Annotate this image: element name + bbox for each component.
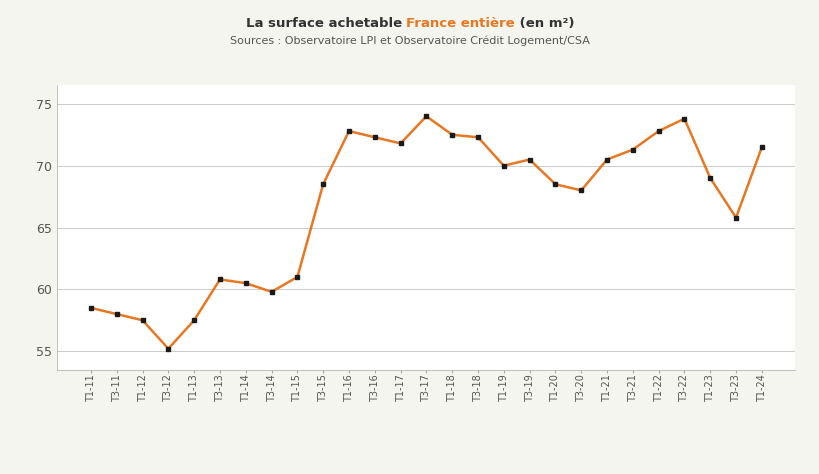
Text: France entière: France entière — [406, 17, 514, 29]
Text: (en m²): (en m²) — [514, 17, 574, 29]
Text: La surface achetable: La surface achetable — [245, 17, 406, 29]
Text: Sources : Observatoire LPI et Observatoire Crédit Logement/CSA: Sources : Observatoire LPI et Observatoi… — [230, 36, 589, 46]
